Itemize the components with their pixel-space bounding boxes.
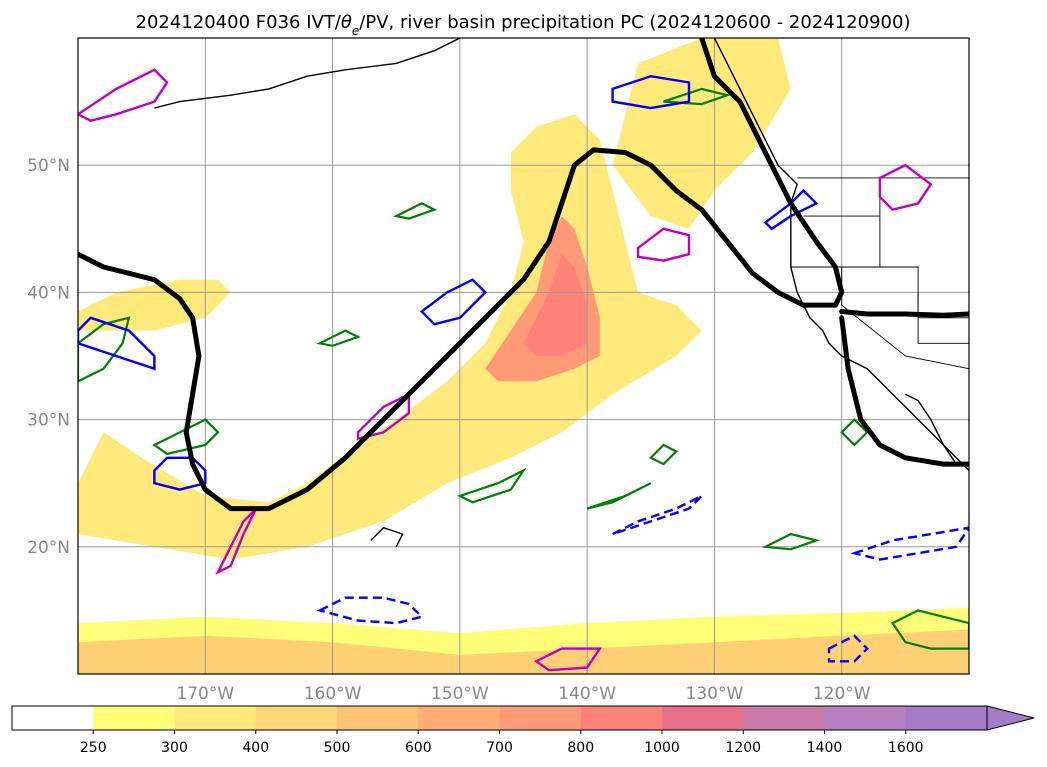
colorbar-extend-arrow — [986, 705, 1035, 731]
colorbar-label: 1400 — [807, 740, 843, 756]
pv-contour-magenta — [878, 163, 933, 212]
pv-contour-blue-dashed — [827, 634, 869, 663]
lat-tick-label: 30°N — [27, 411, 70, 431]
colorbar-label: 1200 — [725, 740, 761, 756]
colorbar-label: 800 — [567, 740, 594, 756]
state-border — [917, 292, 969, 344]
colorbar-swatch — [255, 706, 338, 730]
pv-contour-green — [152, 418, 220, 456]
pv-contour-blue — [419, 278, 487, 326]
pv-contour-green — [840, 418, 869, 447]
theta-e-contour — [78, 38, 969, 512]
pv-contour-green — [890, 609, 969, 650]
ivt-fill-north-band — [612, 38, 791, 229]
colorbar-swatch — [743, 706, 825, 730]
colorbar: 250 300 400 500 600 700 800 1000 1200 1400 1600 — [11, 705, 1035, 756]
colorbar-swatch — [499, 706, 582, 730]
lon-tick-label: 150°W — [431, 684, 489, 704]
gridlines — [78, 38, 969, 674]
ivt-fill-plume — [78, 114, 702, 560]
longitude-tick-labels: 170°W 160°W 150°W 140°W 130°W 120°W — [176, 684, 870, 704]
ivt-shading — [78, 38, 969, 674]
pv-contour-green — [586, 482, 652, 510]
pv-contour-blue — [611, 74, 691, 110]
coastline — [713, 38, 969, 471]
colorbar-swatch — [93, 706, 175, 730]
pv-contour-blue-dashed — [316, 596, 425, 625]
pv-contour-magenta — [356, 392, 411, 441]
colorbar-label: 600 — [405, 740, 432, 756]
colorbar-swatch — [905, 706, 988, 730]
map-area — [78, 38, 969, 674]
pv-contour-blue — [78, 316, 156, 371]
colorbar-label: 400 — [242, 740, 269, 756]
theta-e-line — [839, 309, 969, 318]
colorbar-swatch — [662, 706, 744, 730]
pv-contour-green — [457, 467, 527, 504]
coastline — [154, 38, 461, 109]
lat-tick-label: 40°N — [27, 283, 70, 303]
colorbar-swatch — [174, 706, 257, 730]
lat-tick-label: 50°N — [27, 156, 70, 176]
colorbar-label: 1600 — [888, 740, 924, 756]
pv-contour-green — [78, 316, 131, 383]
lon-tick-label: 120°W — [813, 684, 871, 704]
pv-contour-magenta — [533, 647, 603, 672]
ivt-fill-core-1000 — [523, 254, 588, 356]
colorbar-swatch — [580, 706, 663, 730]
theta-e-line — [839, 315, 969, 467]
colorbar-label: 300 — [161, 740, 188, 756]
pv-contour-blue-dashed — [850, 526, 969, 561]
ivt-fill-south-core — [78, 629, 969, 674]
colorbar-swatch — [337, 706, 419, 730]
latitude-tick-labels: 20°N 30°N 40°N 50°N — [27, 156, 70, 558]
coastline — [905, 393, 957, 465]
lat-tick-label: 20°N — [27, 538, 70, 558]
colorbar-swatch — [12, 706, 94, 730]
colorbar-label: 250 — [80, 740, 107, 756]
pv-contour-blue — [153, 456, 207, 491]
lon-tick-label: 130°W — [686, 684, 744, 704]
lon-tick-label: 160°W — [304, 684, 362, 704]
colorbar-label: 1000 — [644, 740, 680, 756]
pv-contour-green — [761, 532, 821, 551]
pv-contour-green — [392, 202, 438, 220]
pv-contour-green — [648, 443, 679, 466]
lon-tick-label: 140°W — [558, 684, 616, 704]
chart-title: 2024120400 F036 IVT/θe/PV, river basin p… — [136, 12, 911, 38]
pv-contour-magenta — [78, 68, 169, 122]
map-frame — [77, 37, 970, 675]
colorbar-swatch — [824, 706, 907, 730]
coastline — [370, 526, 404, 548]
theta-e-line — [78, 38, 845, 512]
pv-contour-blue-dashed — [612, 494, 703, 536]
colorbar-label: 700 — [486, 740, 513, 756]
colorbar-swatch — [418, 706, 500, 730]
pv-contour-magenta — [636, 227, 691, 262]
pv-contour-green — [316, 329, 361, 347]
lon-tick-label: 170°W — [176, 684, 234, 704]
colorbar-label: 500 — [324, 740, 351, 756]
